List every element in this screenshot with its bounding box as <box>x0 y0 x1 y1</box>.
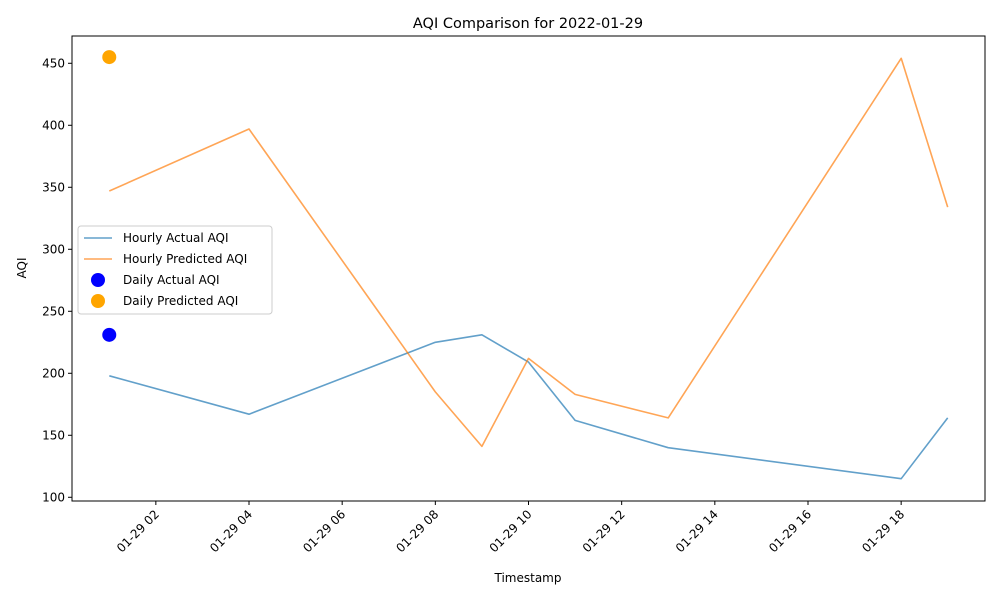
legend-swatch-daily-predicted-aqi <box>91 294 105 308</box>
series-marker-daily-actual-aqi <box>102 327 117 342</box>
plot-area <box>102 50 949 480</box>
legend-label-hourly-predicted-aqi: Hourly Predicted AQI <box>123 252 247 266</box>
legend-swatch-daily-actual-aqi <box>91 273 105 287</box>
y-tick-label: 300 <box>42 242 65 256</box>
legend-box <box>77 225 273 315</box>
y-axis-label: AQI <box>15 258 29 279</box>
chart-title: AQI Comparison for 2022-01-29 <box>413 16 643 32</box>
series-marker-daily-predicted-aqi <box>102 50 117 65</box>
legend-label-hourly-actual-aqi: Hourly Actual AQI <box>123 231 229 245</box>
series-line-hourly-predicted-aqi <box>108 57 949 448</box>
y-tick-label: 250 <box>42 304 65 318</box>
y-tick-label: 450 <box>42 56 65 70</box>
legend: Hourly Actual AQI Hourly Predicted AQI Dai… <box>77 225 273 315</box>
y-tick-label: 200 <box>42 366 65 380</box>
y-tick-label: 400 <box>42 118 65 132</box>
y-axis: 100 150 200 250 300 350 400 450 <box>42 56 72 504</box>
legend-label-daily-actual-aqi: Daily Actual AQI <box>123 273 220 287</box>
y-tick-label: 100 <box>42 490 65 504</box>
y-tick-label: 150 <box>42 428 65 442</box>
legend-label-daily-predicted-aqi: Daily Predicted AQI <box>123 294 238 308</box>
x-axis-label: Timestamp <box>494 571 562 585</box>
series-line-hourly-actual-aqi <box>109 333 949 480</box>
y-tick-label: 350 <box>42 180 65 194</box>
